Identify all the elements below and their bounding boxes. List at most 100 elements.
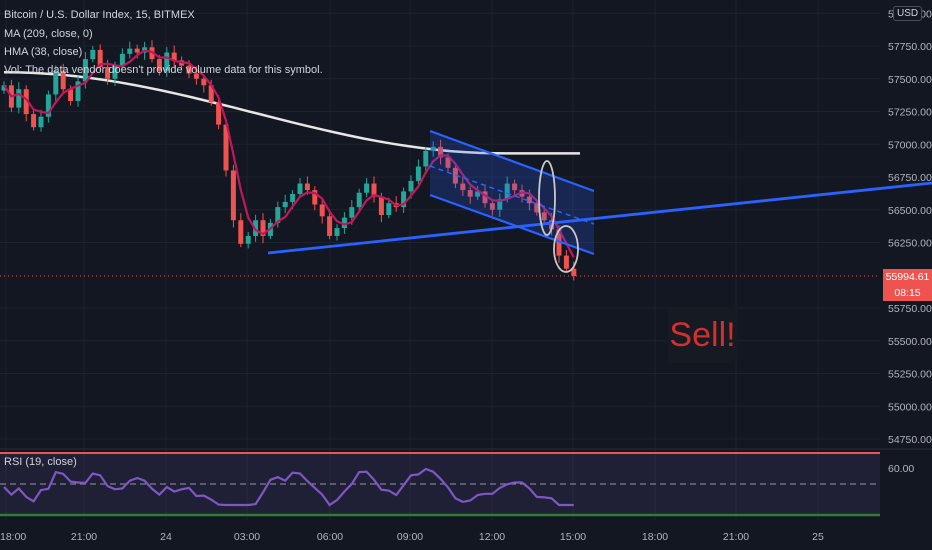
candle-body <box>327 216 333 236</box>
candle-body <box>334 228 340 236</box>
candle-body <box>238 220 244 244</box>
candle-body <box>526 196 532 204</box>
candle-body <box>82 59 88 82</box>
channel-upper-line <box>429 129 595 193</box>
x-tick-label: 09:00 <box>397 531 423 543</box>
candle-body <box>127 48 133 54</box>
y-tick-label: 56750.00 <box>888 172 932 184</box>
highlight-ellipse <box>538 160 556 236</box>
candle-body <box>415 166 421 181</box>
y-tick-label: 55000.00 <box>888 401 932 413</box>
candle-body <box>371 183 377 197</box>
x-tick-label: 21:00 <box>71 531 97 543</box>
support-trendline <box>267 181 932 255</box>
countdown-label: 08:15 <box>883 285 932 301</box>
candle-body <box>423 150 429 167</box>
candle-body <box>45 94 51 117</box>
candle-body <box>105 66 111 79</box>
candle-body <box>38 116 44 128</box>
candle-body <box>260 220 266 236</box>
candle-body <box>1 85 7 91</box>
candle-body <box>230 170 236 221</box>
currency-button[interactable]: USD <box>893 6 923 21</box>
y-tick-label: 55500.00 <box>888 336 932 348</box>
candle-body <box>75 81 81 102</box>
candle-body <box>97 49 103 67</box>
rsi-legend: RSI (19, close) <box>4 456 77 468</box>
channel-lower-line <box>429 193 595 256</box>
candle-body <box>60 70 66 90</box>
candle-body <box>504 183 510 200</box>
candle-body <box>534 203 540 213</box>
x-tick-label: 03:00 <box>234 531 260 543</box>
volume-legend: Vol: The data vendor doesn't provide vol… <box>4 64 323 76</box>
candle-body <box>223 124 229 171</box>
candle-body <box>482 191 488 204</box>
candle-body <box>304 183 310 191</box>
candle-body <box>201 78 207 86</box>
highlight-ellipse <box>553 225 579 273</box>
candle-body <box>134 48 140 53</box>
x-tick-label: 21:00 <box>723 531 749 543</box>
y-tick-label: 57000.00 <box>888 139 932 151</box>
channel-mid-line <box>429 165 595 225</box>
rsi-line <box>3 467 574 507</box>
candle-body <box>408 180 414 192</box>
candle-body <box>445 157 451 168</box>
candle-body <box>489 203 495 210</box>
candle-body <box>23 89 29 115</box>
candle-body <box>216 102 222 125</box>
x-tick-label: 12:00 <box>479 531 505 543</box>
hma-legend: HMA (38, close) <box>4 46 83 58</box>
candle-body <box>16 89 22 108</box>
candle-body <box>297 183 303 195</box>
candle-body <box>386 203 392 215</box>
candle-body <box>186 65 192 74</box>
symbol-title: Bitcoin / U.S. Dollar Index, 15, BITMEX <box>4 9 195 21</box>
candle-body <box>512 183 518 191</box>
candle-body <box>90 49 96 60</box>
candle-body <box>208 85 214 103</box>
candle-body <box>53 70 59 95</box>
hma-line <box>3 49 575 258</box>
x-tick-label: 18:00 <box>642 531 668 543</box>
x-tick-label: 06:00 <box>317 531 343 543</box>
candle-body <box>275 207 281 223</box>
candle-body <box>541 212 547 221</box>
candle-body <box>364 183 370 193</box>
candle-body <box>290 194 296 202</box>
y-tick-label: 56250.00 <box>888 238 932 250</box>
candle-body <box>475 191 481 197</box>
candle-body <box>312 190 318 205</box>
sell-annotation: Sell! <box>668 307 737 363</box>
candle-body <box>68 89 74 102</box>
candle-body <box>119 53 125 66</box>
candle-body <box>401 191 407 208</box>
candle-body <box>497 199 503 210</box>
candle-body <box>164 52 170 71</box>
candle-body <box>171 52 177 61</box>
candle-body <box>571 268 577 276</box>
candle-body <box>319 204 325 217</box>
y-tick-label: 55750.00 <box>888 303 932 315</box>
candle-body <box>356 192 362 208</box>
x-tick-label: 24 <box>160 531 172 543</box>
candle-body <box>245 235 251 244</box>
candle-body <box>156 59 162 71</box>
ma-209-line <box>3 70 580 155</box>
candle-body <box>193 73 199 79</box>
candle-body <box>341 217 347 229</box>
y-tick-label: 56500.00 <box>888 205 932 217</box>
current-price-label: 55994.61 <box>883 269 932 285</box>
candle-body <box>438 146 444 158</box>
x-tick-label: 15:00 <box>560 531 586 543</box>
candle-body <box>460 183 466 191</box>
candle-body <box>282 201 288 208</box>
y-tick-label: 57250.00 <box>888 107 932 119</box>
y-tick-label: 57500.00 <box>888 74 932 86</box>
y-tick-label: 54750.00 <box>888 434 932 446</box>
x-tick-label: 25 <box>812 531 824 543</box>
y-tick-label: 57750.00 <box>888 41 932 53</box>
candle-body <box>378 196 384 215</box>
